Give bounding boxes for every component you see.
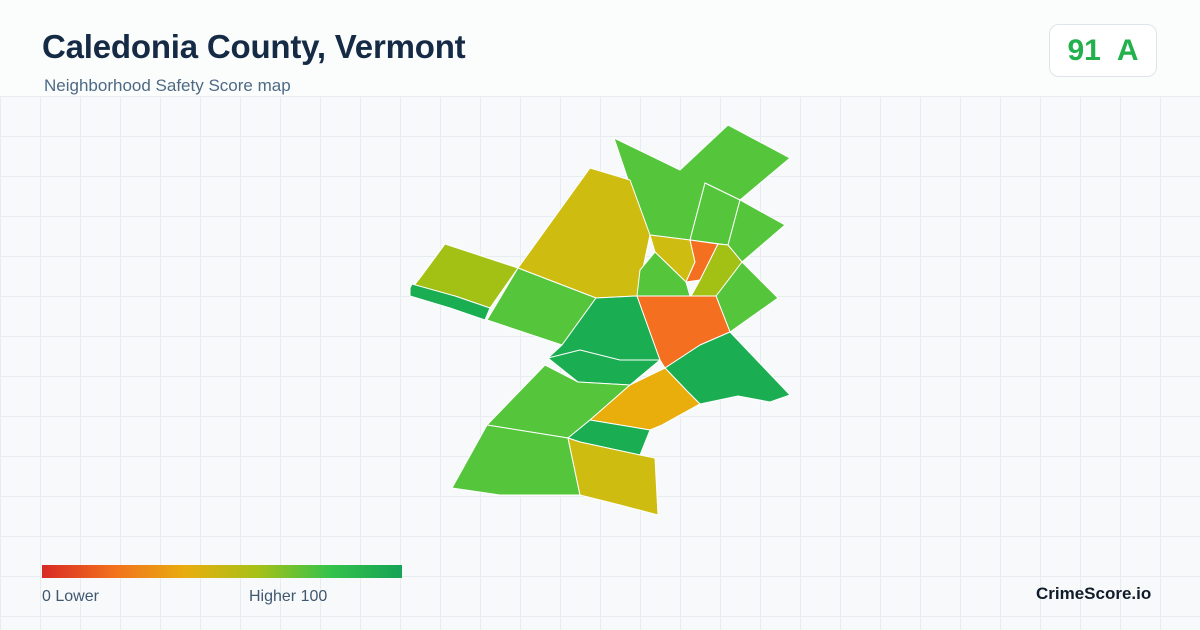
legend-color-scale [42, 565, 402, 578]
legend-high-label: Higher 100 [249, 588, 328, 605]
page-title: Caledonia County, Vermont [42, 28, 466, 65]
region-south-amber-town[interactable] [589, 367, 701, 431]
legend-low-label: 0 Lower [42, 588, 99, 605]
brand-logo-text: CrimeScore.io [1036, 584, 1152, 603]
score-badge: 91 A [1049, 24, 1157, 77]
score-value: 91 [1067, 33, 1101, 67]
region-central-orange-north[interactable] [685, 239, 719, 283]
region-west-strip[interactable] [409, 283, 491, 321]
region-far-south-west-town[interactable] [451, 424, 581, 496]
region-far-south-town[interactable] [567, 437, 659, 516]
header-bar [0, 0, 1200, 96]
page-subtitle: Neighborhood Safety Score map [44, 76, 291, 95]
score-grade: A [1116, 33, 1139, 67]
